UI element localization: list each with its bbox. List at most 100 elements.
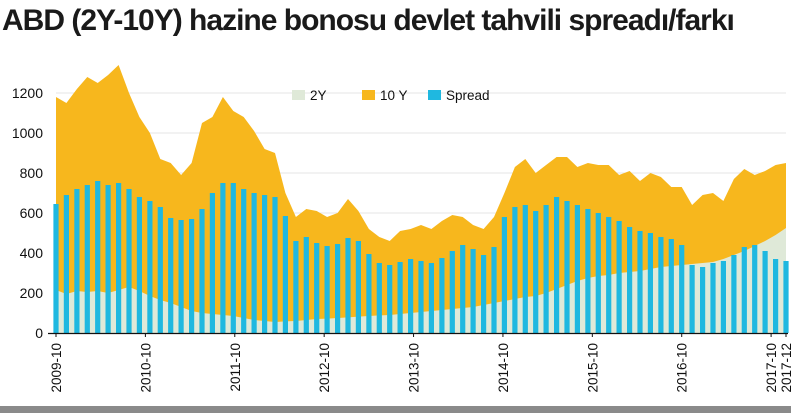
spread-bar <box>679 245 685 333</box>
spread-bar <box>376 263 382 333</box>
spread-bar <box>116 183 122 333</box>
spread-bar <box>95 181 101 333</box>
spread-bar <box>293 241 299 333</box>
x-tick-label: 2017-10 <box>764 343 779 393</box>
spread-bar <box>668 239 674 333</box>
spread-bar <box>408 259 414 333</box>
spread-bar <box>220 183 226 333</box>
x-tick-label: 2012-10 <box>317 343 332 393</box>
spread-bar <box>491 247 497 333</box>
spread-bar <box>251 193 257 333</box>
spread-bar <box>397 262 403 333</box>
spread-bar <box>262 195 268 333</box>
spread-bar <box>595 213 601 333</box>
y-tick-label: 400 <box>20 245 44 261</box>
spread-bar <box>512 207 518 333</box>
spread-bar <box>355 241 361 333</box>
spread-bar <box>533 211 539 333</box>
spread-bar <box>554 197 560 333</box>
spread-bar <box>773 259 779 333</box>
legend-swatch <box>292 90 305 100</box>
spread-bar <box>460 245 466 333</box>
x-tick-label: 2011-10 <box>228 343 243 392</box>
spread-bar <box>606 217 612 333</box>
spread-bar <box>241 189 247 333</box>
x-tick-label: 2016-10 <box>675 343 690 393</box>
spread-bar <box>189 219 195 333</box>
x-axis-labels: 2009-10 2010-10 2011-10 2012-10 2013-10 2014-… <box>49 333 791 393</box>
spread-bar <box>230 183 236 333</box>
spread-bar <box>84 185 90 333</box>
spread-bar <box>53 204 59 333</box>
legend-swatch <box>362 90 375 100</box>
spread-bar <box>272 197 278 333</box>
legend-label: 10 Y <box>380 88 408 103</box>
spread-bar <box>105 185 111 333</box>
y-tick-label: 1200 <box>12 85 43 101</box>
spread-bar <box>752 245 758 333</box>
area-2y <box>56 228 786 333</box>
y-tick-label: 200 <box>20 285 44 301</box>
spread-bar <box>585 209 591 333</box>
spread-bar <box>63 195 69 333</box>
spread-bar <box>658 237 664 333</box>
spread-bar <box>209 193 215 333</box>
spread-bar <box>741 247 747 333</box>
series-10y-area <box>56 65 786 333</box>
spread-bar <box>564 201 570 333</box>
legend-swatch <box>428 90 441 100</box>
spread-bar <box>689 265 695 333</box>
spread-bar <box>324 246 330 333</box>
spread-bar <box>136 197 142 333</box>
spread-bar <box>199 209 205 333</box>
spread-bar <box>345 238 351 333</box>
spread-bar <box>366 254 372 333</box>
spread-bar <box>543 205 549 333</box>
spread-bar <box>157 207 163 333</box>
spread-bar <box>731 255 737 333</box>
spread-bar <box>168 218 174 333</box>
legend-label: Spread <box>446 88 490 103</box>
spread-bar <box>700 267 706 333</box>
x-tick-label: 2009-10 <box>49 343 64 393</box>
spread-bar <box>387 265 393 333</box>
spread-bar <box>470 249 476 333</box>
y-tick-label: 600 <box>20 205 44 221</box>
spread-bar <box>449 251 455 333</box>
spread-bar <box>762 251 768 333</box>
x-tick-label: 2017-12 <box>779 343 791 393</box>
spread-bar <box>74 189 80 333</box>
x-tick-label: 2014-10 <box>496 343 511 393</box>
legend-label: 2Y <box>310 88 327 103</box>
spread-bar <box>335 244 341 333</box>
spread-bar <box>428 263 434 333</box>
spread-bar <box>647 233 653 333</box>
spread-bar <box>439 258 445 333</box>
spread-bar <box>282 216 288 333</box>
spread-bar <box>522 205 528 333</box>
spread-bar <box>314 243 320 333</box>
bottom-rule <box>0 406 791 413</box>
spread-bar <box>178 220 184 333</box>
spread-bar <box>501 217 507 333</box>
x-tick-label: 2013-10 <box>407 343 422 393</box>
y-tick-label: 0 <box>35 325 43 341</box>
x-tick-label: 2010-10 <box>138 343 153 393</box>
legend: 2Y 10 Y Spread <box>292 88 490 103</box>
spread-bar <box>720 261 726 333</box>
spread-bar <box>783 261 789 333</box>
spread-bar <box>481 255 487 333</box>
spread-bar <box>574 205 580 333</box>
spread-bar <box>303 237 309 333</box>
spread-bar <box>627 227 633 333</box>
spread-bar <box>126 189 132 333</box>
spread-bar <box>147 201 153 333</box>
y-tick-label: 800 <box>20 165 44 181</box>
spread-bar <box>710 263 716 333</box>
spread-bars <box>53 181 789 333</box>
spread-bar <box>616 221 622 333</box>
chart-title: ABD (2Y-10Y) hazine bonosu devlet tahvil… <box>2 4 735 37</box>
x-tick-label: 2015-10 <box>585 343 600 393</box>
spread-bar <box>637 231 643 333</box>
